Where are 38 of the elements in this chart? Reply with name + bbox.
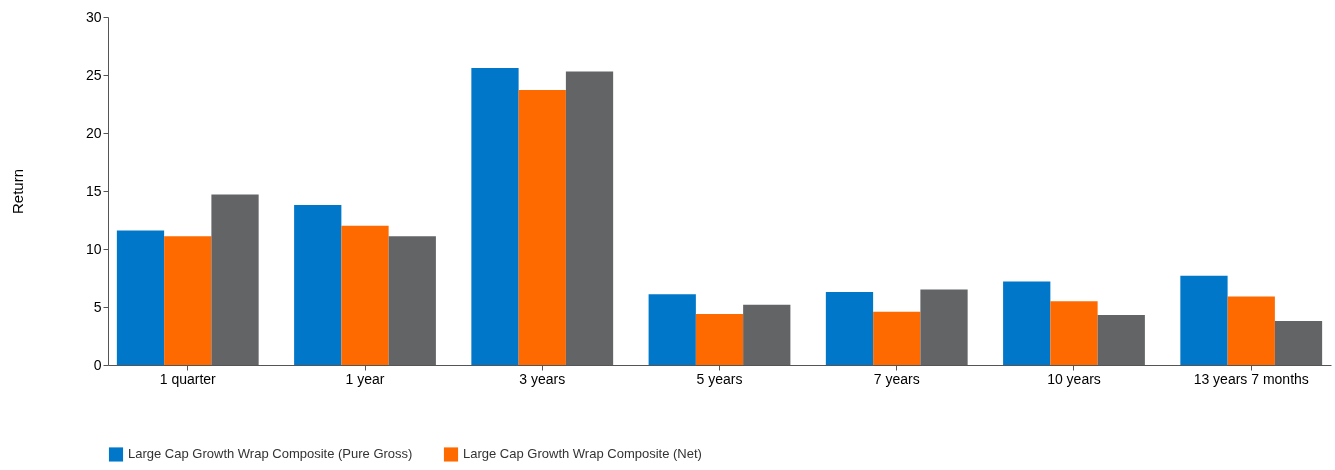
bar [294, 204, 342, 365]
bar [565, 71, 614, 365]
legend-label: Large Cap Growth Wrap Composite (Pure Gross) [128, 446, 413, 462]
bar [341, 225, 389, 365]
x-tick-label: 10 years [1047, 370, 1101, 387]
y-tick-label: 10 [85, 240, 102, 257]
bar [1097, 315, 1145, 365]
y-tick-label: 5 [93, 298, 102, 315]
x-tick-label: 1 year [345, 370, 385, 387]
x-tick-label: 1 quarter [159, 370, 217, 387]
y-tick-label: 30 [85, 8, 102, 25]
bar [873, 311, 921, 365]
bar [743, 304, 791, 365]
bar [1227, 296, 1275, 365]
x-tick-label: 5 years [696, 370, 743, 387]
bar [471, 68, 519, 365]
bar [164, 236, 212, 365]
x-tick-label: 13 years 7 months [1193, 370, 1309, 387]
bar [211, 194, 259, 365]
y-tick-label: 25 [85, 66, 102, 83]
bar [920, 289, 968, 365]
legend-label: Large Cap Growth Wrap Composite (Net) [463, 446, 702, 462]
bar [1274, 320, 1323, 365]
bar [648, 294, 696, 365]
y-axis-title: Return [8, 168, 26, 215]
bar [1003, 281, 1051, 365]
y-tick-label: 0 [93, 356, 102, 373]
y-tick-label: 15 [85, 182, 102, 199]
bar [116, 230, 165, 365]
y-tick-label: 20 [85, 124, 102, 141]
x-tick-label: 3 years [519, 370, 566, 387]
bar [1180, 275, 1228, 365]
bar [825, 291, 874, 365]
bar [1050, 301, 1098, 365]
x-tick-label: 7 years [873, 370, 920, 387]
bar [388, 236, 436, 365]
bar [518, 90, 566, 365]
bar [695, 313, 744, 365]
